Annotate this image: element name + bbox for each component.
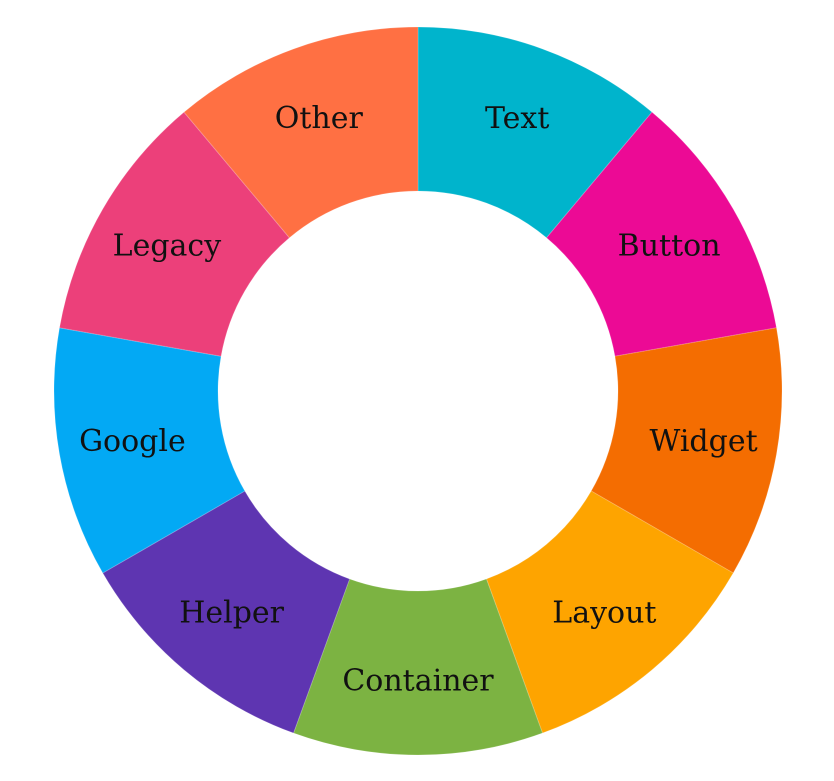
slice-helper[interactable] [102,490,351,734]
slices-group [53,26,783,756]
slice-google[interactable] [53,327,246,574]
slice-other[interactable] [183,26,419,239]
slice-legacy[interactable] [58,111,291,357]
slice-button[interactable] [545,111,778,357]
slice-widget[interactable] [590,327,783,574]
slice-container[interactable] [292,578,544,756]
slice-layout[interactable] [485,490,734,734]
slice-text[interactable] [417,26,653,239]
